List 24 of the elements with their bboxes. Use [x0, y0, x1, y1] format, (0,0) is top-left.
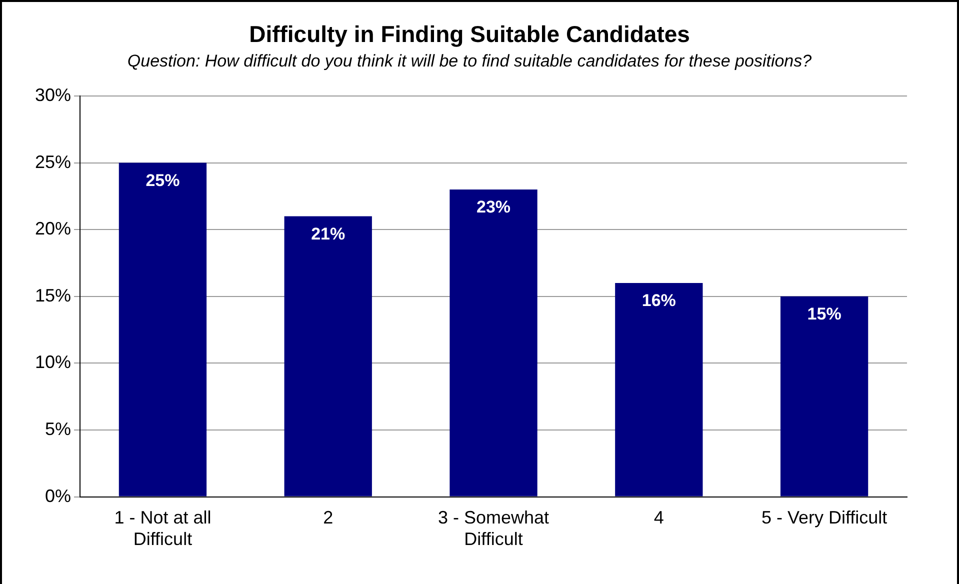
chart-subtitle: Question: How difficult do you think it will be to find suitable candidates for these positions?	[127, 52, 812, 71]
bar	[118, 162, 207, 496]
data-label: 16%	[642, 291, 676, 310]
data-label: 25%	[146, 170, 180, 190]
data-label: 15%	[807, 304, 842, 324]
x-tick-label: 3 - Somewhat Difficult	[438, 508, 550, 550]
y-tick-label: 0%	[45, 486, 72, 506]
bar	[450, 190, 538, 496]
x-tick-label: 1 - Not at all Difficult	[114, 508, 212, 550]
x-tick-label: 2	[323, 508, 334, 528]
y-tick-label: 30%	[34, 84, 72, 105]
bar	[615, 283, 703, 496]
bar	[284, 216, 372, 496]
y-tick-label: 10%	[34, 352, 72, 372]
y-tick-label: 15%	[34, 285, 72, 306]
bar	[780, 296, 868, 496]
data-label: 23%	[476, 198, 511, 217]
y-tick-label: 20%	[34, 218, 72, 239]
chart-title: Difficulty in Finding Suitable Candidates	[249, 21, 690, 48]
y-tick-label: 25%	[34, 152, 72, 172]
x-tick-label: 5 - Very Difficult	[761, 508, 888, 528]
x-tick-label: 4	[654, 508, 664, 528]
y-tick-label: 5%	[45, 418, 72, 439]
data-label: 21%	[311, 224, 346, 244]
